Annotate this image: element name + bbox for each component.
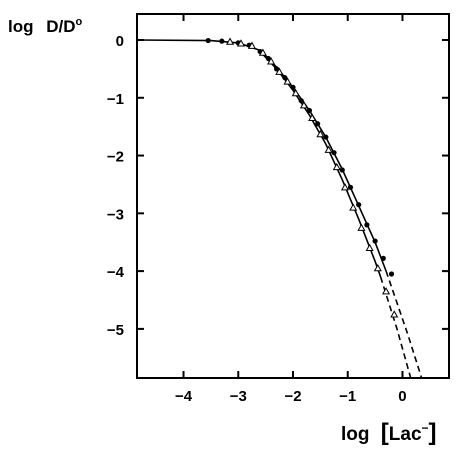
x-axis-label-sup: − — [422, 421, 429, 435]
data-point-circle — [298, 98, 304, 104]
data-point-triangle — [283, 77, 292, 85]
data-point-circle — [388, 271, 395, 277]
y-axis-label: log D/Do — [8, 16, 83, 36]
tick-labels: −4 −3 −2 −1 0 0 −1 −2 −3 −4 −5 — [107, 33, 407, 405]
data-point-circle — [364, 222, 370, 228]
data-point-triangle — [275, 67, 284, 75]
data-point-triangle — [299, 101, 308, 109]
data-point-triangle — [291, 88, 300, 97]
data-point-circle — [331, 150, 337, 156]
y-tick-label: −4 — [107, 264, 125, 281]
x-tick-label: −4 — [175, 388, 193, 405]
data-points — [205, 37, 399, 318]
fit-line-solid-0 — [136, 39, 387, 272]
data-point-circle — [323, 134, 329, 140]
data-point-triangle — [340, 183, 350, 191]
data-point-triangle — [236, 39, 246, 47]
x-tick-label: −2 — [284, 388, 301, 405]
x-axis-label: log [Lac−] — [341, 419, 437, 446]
y-axis-label-main: D/D — [46, 17, 75, 36]
data-point-circle — [339, 167, 345, 173]
data-point-triangle — [357, 223, 366, 231]
x-axis-label-prefix: log — [341, 424, 370, 445]
data-point-circle — [219, 38, 225, 44]
data-point-circle — [290, 84, 296, 90]
data-point-circle — [315, 121, 321, 127]
fit-line-dashed-1 — [379, 276, 412, 379]
data-point-triangle — [373, 263, 382, 272]
data-point-triangle — [267, 57, 276, 65]
data-point-triangle — [390, 310, 399, 318]
y-tick-label: −1 — [107, 91, 124, 108]
x-axis-label-main: Lac — [389, 424, 422, 445]
data-point-circle — [356, 202, 362, 208]
y-tick-label: −2 — [107, 149, 124, 166]
data-point-circle — [347, 184, 354, 190]
y-axis-label-sup: o — [76, 16, 83, 28]
data-point-triangle — [349, 203, 358, 211]
data-point-triangle — [226, 37, 235, 45]
data-point-circle — [205, 37, 211, 44]
x-tick-label: 0 — [398, 388, 406, 405]
y-tick-label: −5 — [107, 322, 124, 339]
fit-line-dashed-0 — [385, 270, 423, 379]
data-point-triangle — [365, 243, 374, 252]
data-point-triangle — [258, 48, 267, 56]
data-point-triangle — [324, 145, 333, 153]
y-tick-label: 0 — [116, 33, 124, 50]
plot-frame — [136, 13, 450, 379]
y-axis-label-prefix: log — [8, 17, 34, 36]
x-axis-bracket-close: ] — [429, 419, 437, 446]
data-point-circle — [306, 107, 313, 114]
data-point-triangle — [247, 41, 256, 49]
data-point-triangle — [308, 113, 317, 122]
data-point-triangle — [316, 129, 325, 138]
x-tick-label: −1 — [339, 388, 356, 405]
data-point-circle — [372, 238, 378, 244]
data-point-circle — [282, 74, 288, 81]
fit-line-solid-1 — [259, 51, 382, 278]
ticks — [137, 14, 449, 378]
data-point-triangle — [382, 287, 391, 295]
data-point-circle — [380, 255, 386, 261]
data-point-triangle — [332, 162, 341, 171]
x-tick-label: −3 — [230, 388, 247, 405]
x-axis-bracket-open: [ — [381, 419, 389, 446]
y-tick-label: −3 — [107, 206, 124, 223]
fit-lines — [136, 39, 423, 379]
